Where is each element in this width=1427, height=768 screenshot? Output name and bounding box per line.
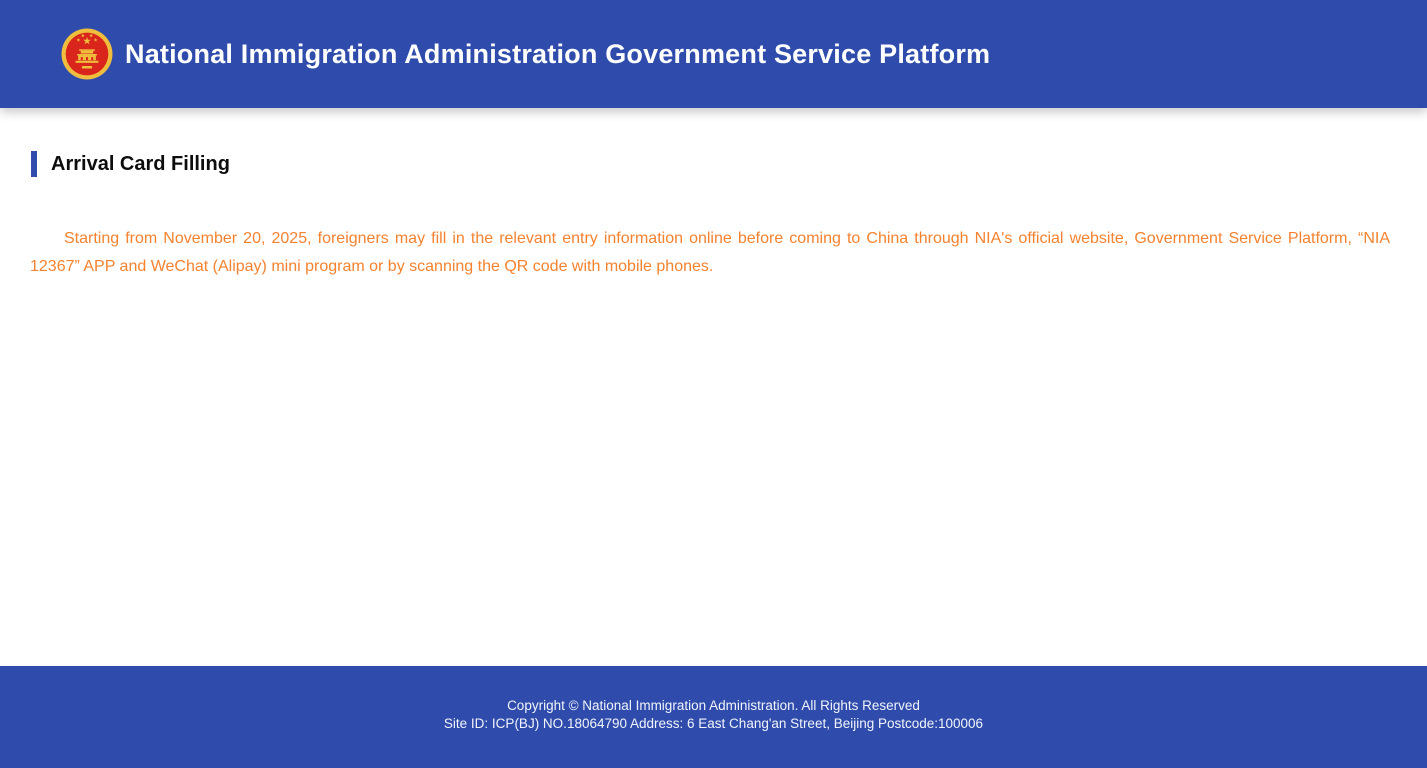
heading-accent-bar: [31, 151, 37, 177]
site-header: National Immigration Administration Gove…: [0, 0, 1427, 108]
china-national-emblem-icon: [61, 28, 113, 80]
site-title: National Immigration Administration Gove…: [125, 38, 991, 69]
copyright-text: Copyright © National Immigration Adminis…: [507, 698, 920, 713]
page-title: Arrival Card Filling: [51, 152, 230, 175]
site-footer: Copyright © National Immigration Adminis…: [0, 666, 1427, 768]
section-heading: Arrival Card Filling: [31, 151, 1427, 177]
notice-paragraph: Starting from November 20, 2025, foreign…: [30, 230, 1390, 275]
main-content: Arrival Card Filling Starting from Novem…: [0, 151, 1427, 281]
site-info-text: Site ID: ICP(BJ) NO.18064790 Address: 6 …: [443, 716, 984, 731]
